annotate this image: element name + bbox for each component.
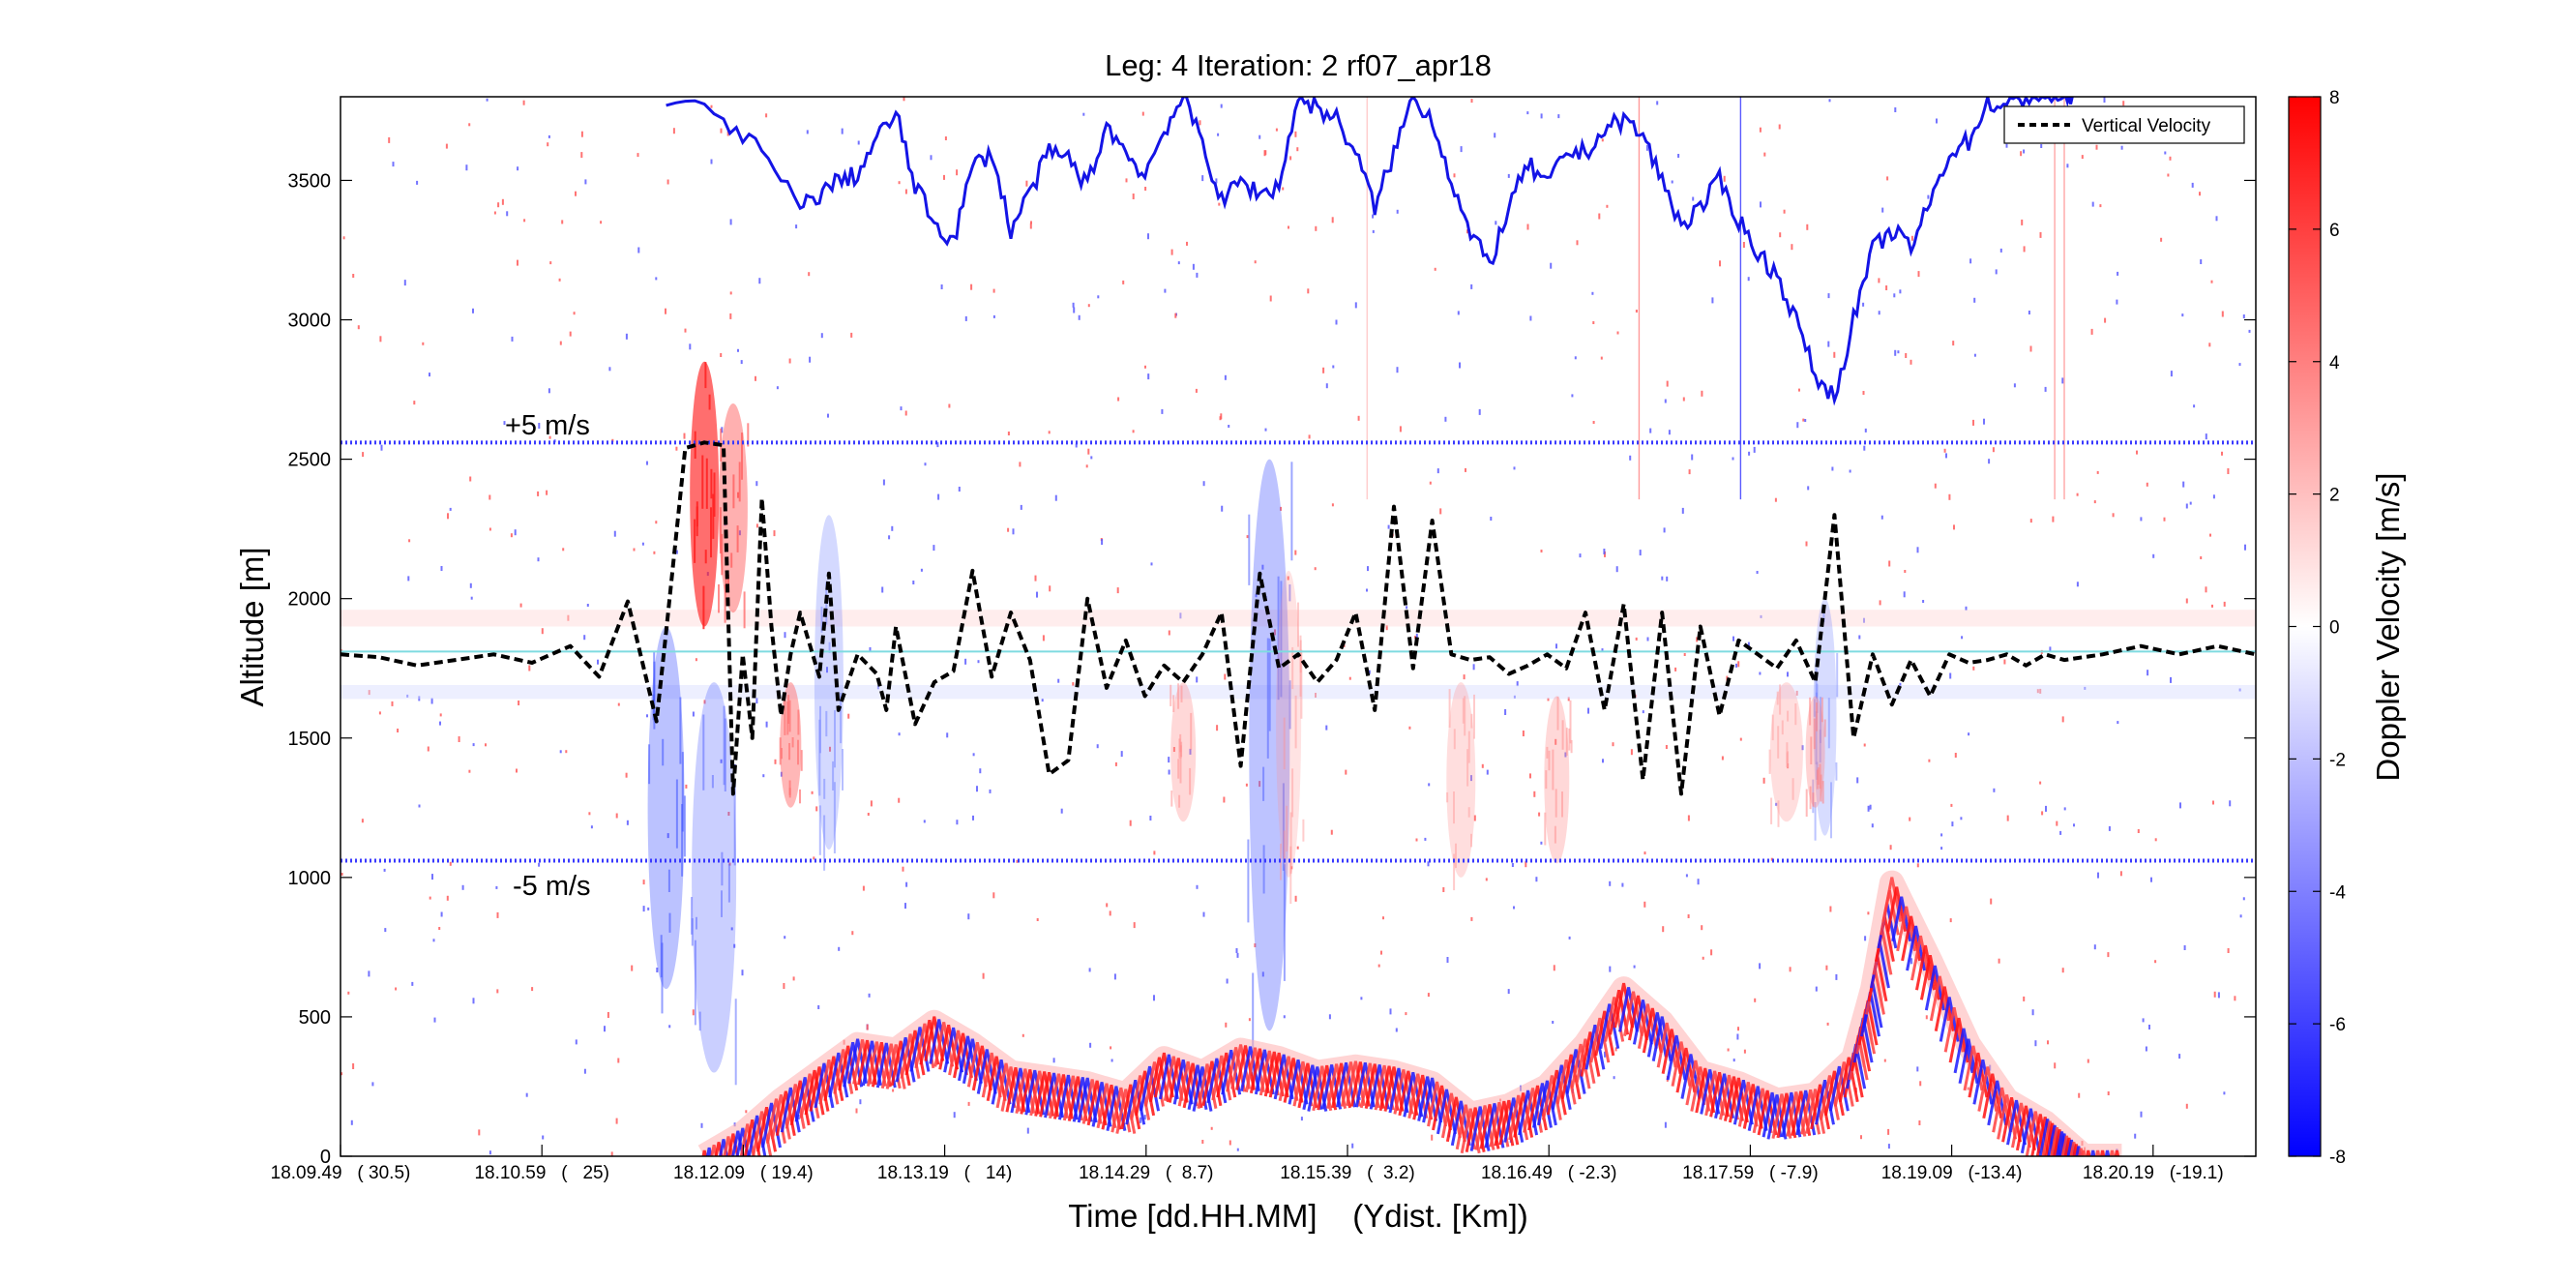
y-tick-label: 1500 — [288, 729, 332, 750]
colorbar-tick-label: 4 — [2329, 353, 2340, 373]
y-tick-label: 1000 — [288, 868, 332, 889]
y-tick-label: 2500 — [288, 450, 332, 471]
x-tick-label: 18.19.09 (-13.4) — [1881, 1163, 2023, 1183]
legend-label: Vertical Velocity — [2082, 116, 2211, 136]
legend: Vertical Velocity — [2003, 105, 2245, 144]
plot-area — [340, 96, 2257, 1157]
colorbar-tick-label: -6 — [2329, 1015, 2346, 1035]
minus5-label: -5 m/s — [513, 871, 591, 902]
x-tick-label: 18.20.19 (-19.1) — [2083, 1163, 2224, 1183]
surface-return — [697, 870, 2122, 1156]
x-tick-label: 18.13.19 ( 14) — [877, 1163, 1012, 1183]
x-tick-label: 18.12.09 ( 19.4) — [673, 1163, 814, 1183]
y-axis-label: Altitude [m] — [234, 547, 270, 706]
colorbar-tick-label: -4 — [2329, 882, 2346, 903]
aircraft-altitude-track — [666, 97, 2074, 406]
colorbar-tick-label: 8 — [2329, 88, 2340, 108]
colorbar-tick-label: 2 — [2329, 486, 2340, 506]
y-tick-label: 2000 — [288, 589, 332, 611]
colorbar-tick-label: -2 — [2329, 750, 2346, 770]
x-tick-label: 18.10.59 ( 25) — [474, 1163, 608, 1183]
x-tick-label: 18.14.29 ( 8.7) — [1079, 1163, 1213, 1183]
upper-band — [341, 610, 2256, 627]
x-axis-ticks: 18.09.49 ( 30.5) 18.10.59 ( 25) 18.12.09 (… — [271, 1145, 2224, 1183]
plus5-label: +5 m/s — [505, 410, 590, 441]
y-tick-label: 3500 — [288, 170, 332, 192]
x-tick-label: 18.09.49 ( 30.5) — [271, 1163, 411, 1183]
y-tick-label: 500 — [299, 1007, 331, 1029]
x-tick-label: 18.17.59 ( -7.9) — [1682, 1163, 1818, 1183]
vertical-streaks — [1366, 97, 2065, 500]
noise-speckle — [341, 97, 2251, 1156]
plot-frame — [340, 96, 2257, 1157]
x-tick-label: 18.15.39 ( 3.2) — [1280, 1163, 1414, 1183]
colorbar-tick-label: 0 — [2329, 618, 2340, 639]
y-tick-label: 0 — [320, 1147, 331, 1168]
y-axis-ticks: 0 500 1000 1500 2000 2500 3000 3500 — [288, 170, 2256, 1168]
colorbar-label: Doppler Velocity [m/s] — [2370, 472, 2406, 781]
x-tick-label: 18.16.49 ( -2.3) — [1481, 1163, 1616, 1183]
colorbar-tick-label: -8 — [2329, 1148, 2346, 1168]
vertical-velocity-line — [341, 440, 2256, 796]
colorbar: -8 -6 -4 -2 0 2 4 6 8 Doppler Velocity [m/s] — [2288, 88, 2406, 1168]
chart-title: Leg: 4 Iteration: 2 rf07_apr18 — [1105, 48, 1492, 82]
y-tick-label: 3000 — [288, 311, 332, 332]
colorbar-ticks: -8 -6 -4 -2 0 2 4 6 8 — [2289, 88, 2346, 1168]
x-axis-label: Time [dd.HH.MM] (Ydist. [Km]) — [1068, 1198, 1528, 1234]
colorbar-tick-label: 6 — [2329, 221, 2340, 241]
